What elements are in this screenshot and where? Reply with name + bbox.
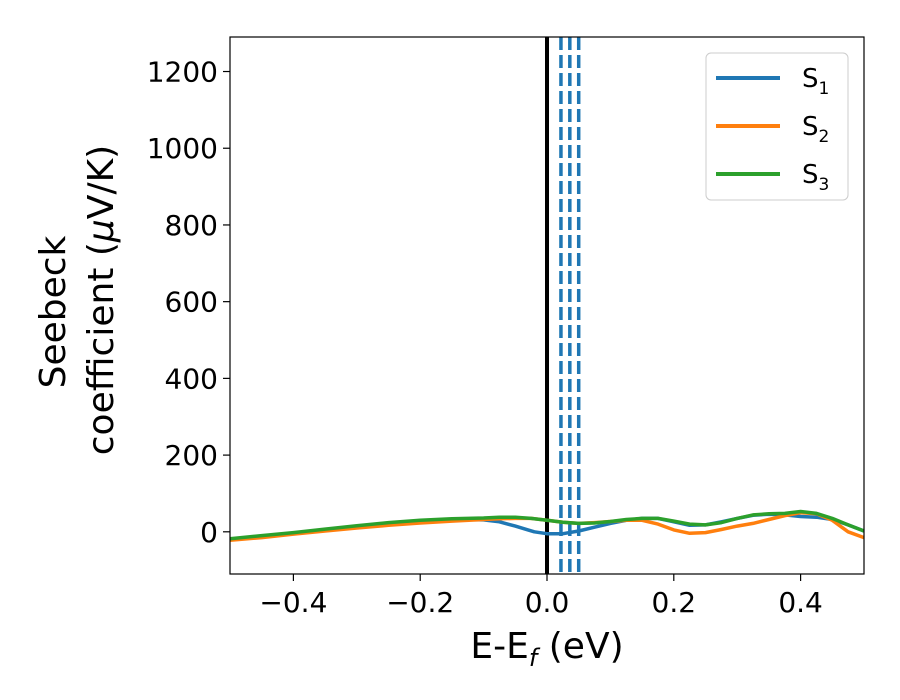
- reference-lines: [545, 37, 581, 574]
- x-tick-label: 0.2: [652, 586, 697, 619]
- y-axis-title-line2: coefficient (μV/K): [81, 145, 122, 455]
- y-tick-label: 800: [165, 209, 218, 242]
- y-tick-label: 1000: [147, 132, 218, 165]
- x-axis-title: E-Ef (eV): [470, 626, 623, 672]
- legend: S1 S2 S3: [705, 52, 849, 201]
- y-tick-label: 1200: [147, 56, 218, 89]
- y-axis-title: Seebeck coefficient (μV/K): [33, 145, 122, 455]
- legend-label-s2: S2: [802, 112, 829, 147]
- y-tick-label: 600: [165, 286, 218, 319]
- legend-items: S1 S2 S3: [716, 64, 829, 195]
- legend-label-s3: S3: [802, 160, 829, 195]
- legend-label-s1: S1: [802, 64, 829, 99]
- x-tick-label: −0.2: [386, 586, 454, 619]
- y-axis-ticks: 0 200 400 600 800 1000 1200: [147, 56, 230, 549]
- x-axis-ticks: −0.4 −0.2 0.0 0.2 0.4: [259, 574, 823, 619]
- x-tick-label: 0.0: [525, 586, 570, 619]
- y-tick-label: 400: [165, 362, 218, 395]
- series-lines: [229, 509, 865, 542]
- x-tick-label: 0.4: [778, 586, 823, 619]
- y-tick-label: 200: [165, 439, 218, 472]
- y-tick-label: 0: [200, 516, 218, 549]
- x-tick-label: −0.4: [259, 586, 327, 619]
- series-line-s3: [229, 509, 865, 541]
- y-axis-title-line1: Seebeck: [33, 235, 74, 388]
